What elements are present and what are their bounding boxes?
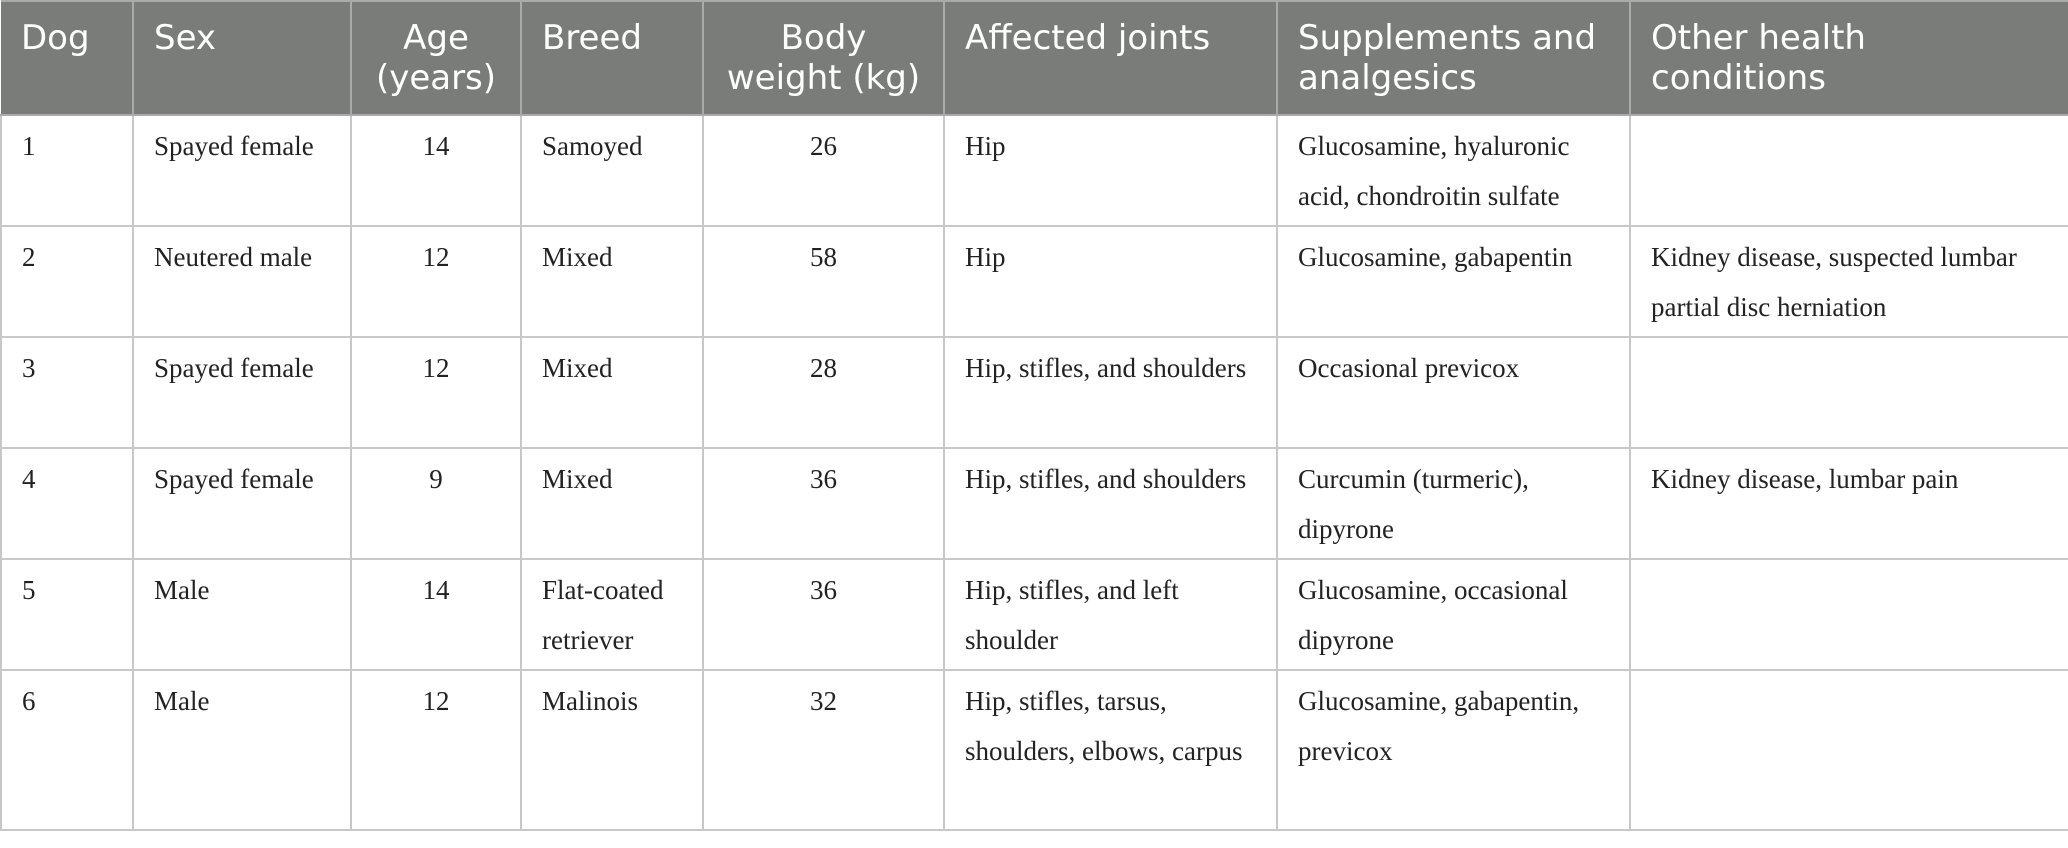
cell-breed: Samoyed [520,114,704,227]
cell-age: 9 [350,447,522,560]
cell-weight: 28 [702,336,945,449]
table-row: 6 Male 12 Malinois 32 Hip, stifles, tars… [0,669,2068,831]
cell-supplements: Glucosamine, gabapentin [1276,225,1631,338]
cell-dog: 2 [0,225,134,338]
cell-other: Kidney disease, suspected lumbar partial… [1629,225,2068,338]
table-row: 1 Spayed female 14 Samoyed 26 Hip Glucos… [0,114,2068,227]
cell-supplements: Occasional previcox [1276,336,1631,449]
cell-joints: Hip, stifles, and left shoulder [943,558,1278,671]
cell-breed: Flat-coated retriever [520,558,704,671]
header-body-weight: Body weight (kg) [703,0,945,116]
cell-other [1629,558,2068,671]
cell-supplements: Glucosamine, hyaluronic acid, chondroiti… [1276,114,1631,227]
cell-sex: Male [132,558,352,671]
cell-age: 14 [350,114,522,227]
header-affected-joints: Affected joints [944,0,1278,116]
cell-supplements: Glucosamine, occasional dipyrone [1276,558,1631,671]
cell-other [1629,336,2068,449]
cell-breed: Mixed [520,447,704,560]
table-header: Dog Sex Age (years) Breed Body weight (kg)… [1,0,2068,116]
cell-age: 12 [350,336,522,449]
dog-data-table: Dog Sex Age (years) Breed Body weight (kg)… [0,0,2068,831]
table-row: 5 Male 14 Flat-coated retriever 36 Hip, … [0,558,2068,671]
cell-age: 14 [350,558,522,671]
cell-joints: Hip [943,225,1278,338]
table-row: 3 Spayed female 12 Mixed 28 Hip, stifles… [0,336,2068,449]
cell-breed: Mixed [520,225,704,338]
cell-joints: Hip [943,114,1278,227]
cell-age: 12 [350,669,522,831]
cell-weight: 26 [702,114,945,227]
table-row: 4 Spayed female 9 Mixed 36 Hip, stifles,… [0,447,2068,560]
cell-weight: 58 [702,225,945,338]
cell-age: 12 [350,225,522,338]
cell-dog: 3 [0,336,134,449]
table-row: 2 Neutered male 12 Mixed 58 Hip Glucosam… [0,225,2068,338]
cell-weight: 32 [702,669,945,831]
cell-dog: 5 [0,558,134,671]
header-age: Age (years) [351,0,522,116]
cell-joints: Hip, stifles, tarsus, shoulders, elbows,… [943,669,1278,831]
cell-other: Kidney disease, lumbar pain [1629,447,2068,560]
cell-supplements: Glucosamine, gabapentin, previcox [1276,669,1631,831]
header-dog: Dog [1,0,134,116]
cell-sex: Spayed female [132,447,352,560]
cell-weight: 36 [702,558,945,671]
cell-sex: Male [132,669,352,831]
cell-other [1629,669,2068,831]
cell-breed: Malinois [520,669,704,831]
cell-breed: Mixed [520,336,704,449]
cell-joints: Hip, stifles, and shoulders [943,336,1278,449]
table-container: Dog Sex Age (years) Breed Body weight (kg)… [0,0,2068,831]
cell-sex: Neutered male [132,225,352,338]
header-breed: Breed [521,0,704,116]
header-supplements: Supplements and analgesics [1277,0,1631,116]
cell-sex: Spayed female [132,336,352,449]
header-row: Dog Sex Age (years) Breed Body weight (kg)… [1,0,2068,116]
cell-supplements: Curcumin (turmeric), dipyrone [1276,447,1631,560]
cell-joints: Hip, stifles, and shoulders [943,447,1278,560]
cell-dog: 6 [0,669,134,831]
cell-dog: 4 [0,447,134,560]
cell-other [1629,114,2068,227]
cell-sex: Spayed female [132,114,352,227]
cell-weight: 36 [702,447,945,560]
header-other-conditions: Other health conditions [1630,0,2068,116]
cell-dog: 1 [0,114,134,227]
table-body: 1 Spayed female 14 Samoyed 26 Hip Glucos… [0,114,2068,831]
header-sex: Sex [133,0,352,116]
